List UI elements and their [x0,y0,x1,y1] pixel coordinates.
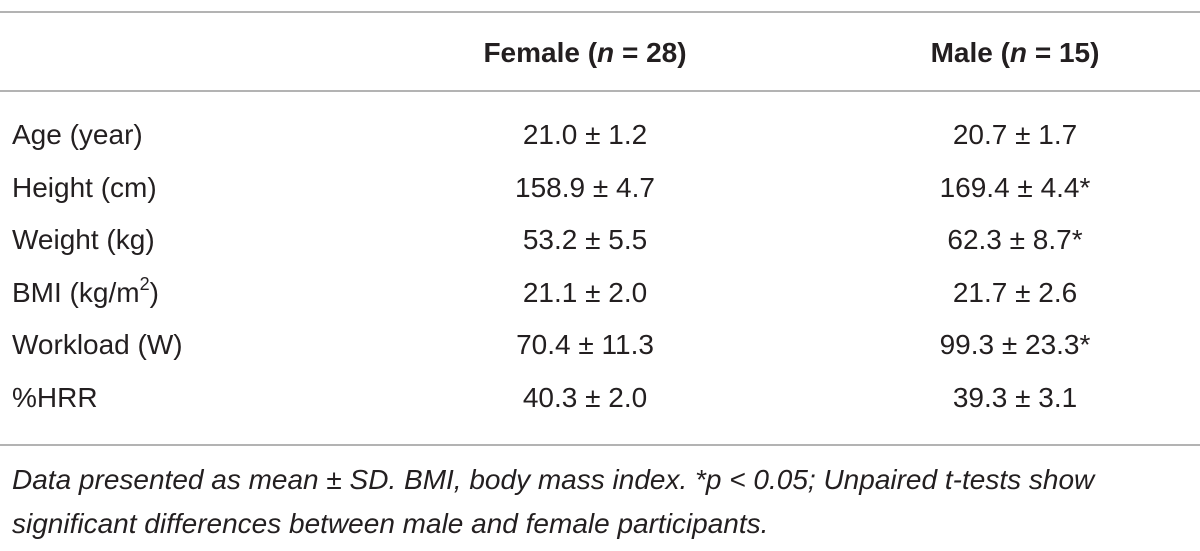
text: Weight (kg) [12,224,155,256]
row-label: Workload (W) [12,328,183,362]
row-label: Weight (kg) [12,223,155,257]
cell-value: 53.2 ± 5.5 [522,224,648,256]
cell-value: 40.3 ± 2.0 [522,382,648,413]
text: Female ( [483,37,598,68]
cell-value: 20.7 ± 1.7 [952,119,1078,150]
text: Workload (W) [12,329,183,361]
text: BMI (kg/m [12,276,140,308]
text: ) [149,276,159,308]
cell-value: 169.4 ± 4.4* [939,171,1091,203]
cell-value: 70.4 ± 11.3 [516,329,654,361]
column-header: Male (n = 15) [931,36,1100,70]
row-label: %HRR [12,381,98,415]
variable: n [1009,37,1028,68]
cell-value: 21.7 ± 2.6 [952,276,1078,308]
bottom-rule [0,444,1200,446]
row-label: Age (year) [12,118,143,152]
cell-value: 21.0 ± 1.2 [522,119,648,150]
text: Height (cm) [12,171,157,203]
cell-value: 158.9 ± 4.7 [515,171,655,203]
top-rule [0,11,1200,13]
row-label: Height (cm) [12,171,157,205]
text: Age (year) [12,119,143,150]
footnote: Data presented as mean ± SD. BMI, body m… [12,464,1095,539]
column-header: Female (n = 28) [483,36,686,70]
row-label: BMI (kg/m2) [12,273,159,310]
text: Male ( [930,37,1010,68]
cell-value: 62.3 ± 8.7* [947,224,1083,256]
superscript: 2 [139,273,150,294]
cell-value: 21.1 ± 2.0 [522,276,648,308]
cell-value: 39.3 ± 3.1 [952,382,1078,413]
text: = 15) [1027,37,1100,68]
variable: n [597,37,615,68]
header-rule [0,90,1200,92]
text: = 28) [614,37,687,68]
cell-value: 99.3 ± 23.3* [939,329,1091,361]
text: %HRR [12,382,98,413]
